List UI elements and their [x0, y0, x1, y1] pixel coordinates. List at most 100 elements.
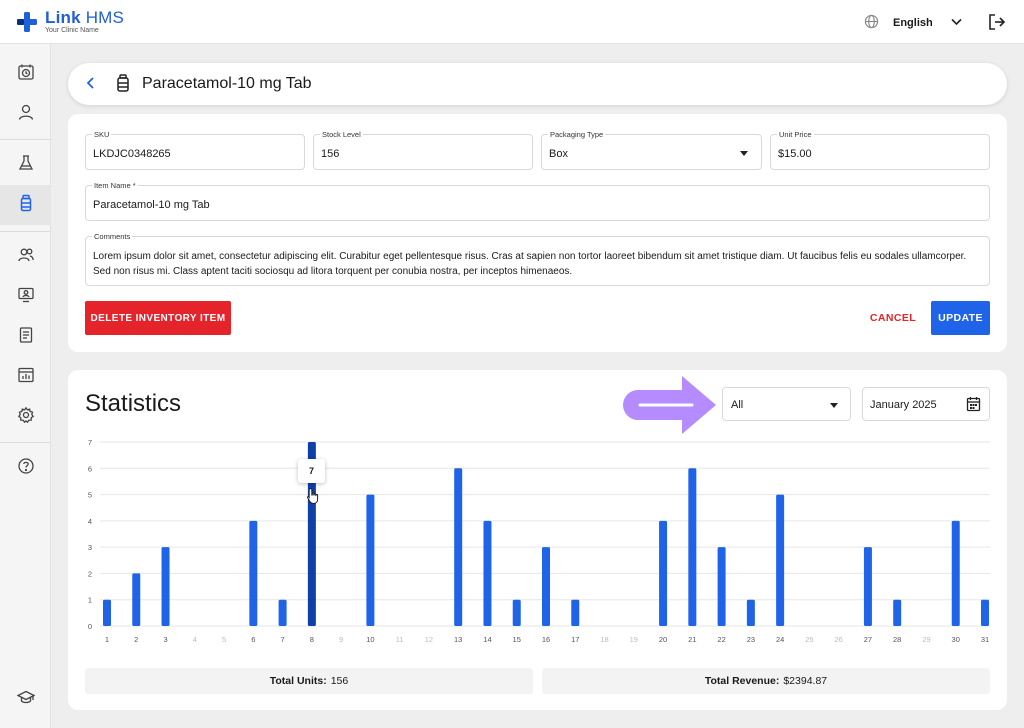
chevron-down-icon: [951, 17, 962, 29]
y-tick-label: 3: [88, 543, 92, 552]
x-tick-label: 6: [251, 635, 255, 644]
x-tick-label: 1: [105, 635, 109, 644]
bar[interactable]: [542, 547, 550, 626]
calendar-icon[interactable]: [966, 396, 981, 417]
item-name-field[interactable]: Item Name * Paracetamol-10 mg Tab: [85, 181, 990, 221]
x-tick-label: 12: [425, 635, 433, 644]
sidebar-item-telehealth[interactable]: [0, 277, 51, 317]
logout-button[interactable]: [988, 13, 1006, 36]
total-revenue: Total Revenue: $2394.87: [542, 668, 990, 694]
x-tick-label: 17: [571, 635, 579, 644]
app-logo[interactable]: Link HMS Your Clinic Name: [16, 9, 124, 35]
bar[interactable]: [278, 599, 287, 626]
sidebar-item-patients[interactable]: [0, 94, 51, 134]
sidebar-item-lab[interactable]: [0, 145, 51, 185]
bar[interactable]: [688, 468, 697, 626]
item-header: Paracetamol-10 mg Tab: [68, 63, 1007, 105]
users-icon: [17, 246, 35, 269]
sidebar-item-learning[interactable]: [0, 679, 51, 719]
total-units-value: 156: [330, 675, 349, 687]
y-tick-label: 5: [88, 491, 92, 500]
bar[interactable]: [132, 573, 141, 626]
bar[interactable]: [659, 520, 668, 626]
sidebar-item-settings[interactable]: [0, 397, 51, 437]
total-revenue-value: $2394.87: [783, 675, 828, 687]
language-selector[interactable]: English: [864, 14, 962, 32]
bar[interactable]: [483, 520, 492, 626]
monitor-user-icon: [17, 286, 35, 309]
month-picker[interactable]: January 2025: [862, 387, 990, 421]
x-tick-label: 23: [747, 635, 755, 644]
x-tick-label: 9: [339, 635, 343, 644]
bar[interactable]: [454, 468, 463, 626]
x-tick-label: 30: [952, 635, 960, 644]
bar[interactable]: [951, 520, 960, 626]
bar[interactable]: [307, 442, 316, 626]
hand-pointer-icon: [306, 487, 320, 510]
bar[interactable]: [981, 599, 989, 626]
sidebar-item-inventory[interactable]: [0, 185, 51, 225]
sidebar-item-staff[interactable]: [0, 237, 51, 277]
sidebar: [0, 44, 51, 728]
unit-price-field[interactable]: Unit Price $15.00: [770, 130, 990, 170]
y-tick-label: 7: [88, 438, 92, 447]
bar[interactable]: [893, 599, 902, 626]
item-name-label: Item Name *: [92, 181, 138, 190]
x-tick-label: 24: [776, 635, 784, 644]
x-tick-label: 10: [366, 635, 374, 644]
chevron-left-icon: [86, 77, 96, 94]
cancel-button[interactable]: CANCEL: [869, 312, 917, 324]
bar[interactable]: [249, 520, 258, 626]
back-button[interactable]: [86, 76, 96, 95]
x-tick-label: 4: [193, 635, 197, 644]
top-bar: Link HMS Your Clinic Name English: [0, 0, 1024, 44]
annotation-arrow-icon: [616, 374, 718, 441]
bar[interactable]: [863, 547, 872, 626]
medicine-bottle-icon: [17, 194, 35, 217]
total-revenue-label: Total Revenue:: [704, 675, 780, 687]
page-title: Paracetamol-10 mg Tab: [142, 75, 312, 92]
user-icon: [17, 103, 35, 126]
sku-label: SKU: [92, 130, 112, 139]
y-tick-label: 0: [88, 622, 92, 631]
y-tick-label: 6: [88, 464, 92, 473]
statistics-card: [68, 370, 1007, 710]
x-tick-label: 20: [659, 635, 667, 644]
category-filter-select[interactable]: All: [722, 387, 851, 421]
y-tick-label: 4: [88, 517, 92, 526]
sidebar-item-help[interactable]: [0, 448, 51, 488]
sidebar-item-appointments[interactable]: [0, 54, 51, 94]
x-tick-label: 8: [310, 635, 314, 644]
sidebar-item-reports[interactable]: [0, 317, 51, 357]
graduation-cap-icon: [16, 688, 35, 711]
comments-field[interactable]: Comments Lorem ipsum dolor sit amet, con…: [85, 232, 990, 286]
comments-label: Comments: [92, 232, 133, 241]
calendar-clock-icon: [17, 63, 35, 86]
sku-field[interactable]: SKU LKDJC0348265: [85, 130, 305, 170]
x-tick-label: 19: [630, 635, 638, 644]
packaging-type-select[interactable]: Packaging Type Box: [541, 130, 762, 170]
bar[interactable]: [776, 494, 785, 626]
sidebar-item-analytics[interactable]: [0, 357, 51, 397]
bar[interactable]: [746, 599, 755, 626]
dropdown-caret-icon: [830, 403, 838, 408]
x-tick-label: 2: [134, 635, 138, 644]
x-tick-label: 18: [600, 635, 608, 644]
comments-value: Lorem ipsum dolor sit amet, consectetur …: [93, 251, 967, 277]
stock-level-field[interactable]: Stock Level 156: [313, 130, 533, 170]
bar[interactable]: [717, 547, 726, 626]
x-tick-label: 31: [981, 635, 989, 644]
bar[interactable]: [366, 494, 375, 626]
update-button[interactable]: UPDATE: [931, 301, 990, 335]
document-list-icon: [17, 326, 35, 349]
bar[interactable]: [161, 547, 170, 626]
total-units: Total Units: 156: [85, 668, 533, 694]
bar[interactable]: [103, 599, 111, 626]
x-tick-label: 21: [688, 635, 696, 644]
month-picker-value: January 2025: [870, 399, 937, 411]
stock-level-label: Stock Level: [320, 130, 363, 139]
delete-inventory-item-button[interactable]: DELETE INVENTORY ITEM: [85, 301, 231, 335]
bar[interactable]: [512, 599, 521, 626]
bar[interactable]: [571, 599, 580, 626]
x-tick-label: 22: [717, 635, 725, 644]
